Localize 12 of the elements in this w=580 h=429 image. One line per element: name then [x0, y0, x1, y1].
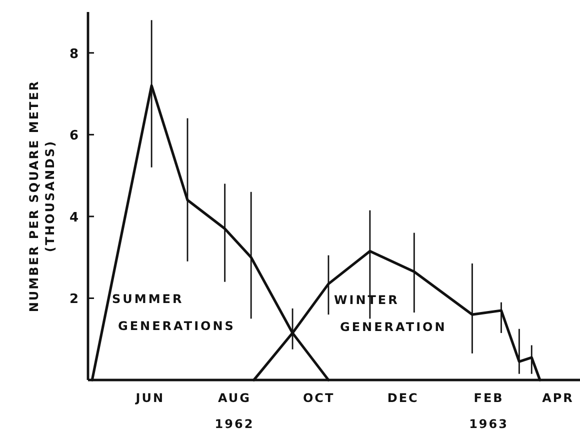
x-tick-label: DEC [387, 391, 419, 405]
y-tick-label: 6 [69, 128, 79, 144]
y-tick-label: 4 [69, 210, 79, 226]
y-tick-label: 8 [69, 46, 79, 62]
y-axis-title: NUMBER PER SQUARE METER (THOUSANDS) [27, 80, 57, 312]
series-label: SUMMER GENERATIONS [112, 292, 236, 333]
x-tick-label: OCT [302, 391, 335, 405]
x-tick-label: FEB 1963 [469, 391, 508, 429]
x-tick-label: APR [542, 391, 574, 405]
x-tick-label: AUG 1962 [214, 391, 254, 429]
x-tick-label: JUN [134, 391, 165, 405]
y-tick-label: 2 [69, 292, 79, 308]
